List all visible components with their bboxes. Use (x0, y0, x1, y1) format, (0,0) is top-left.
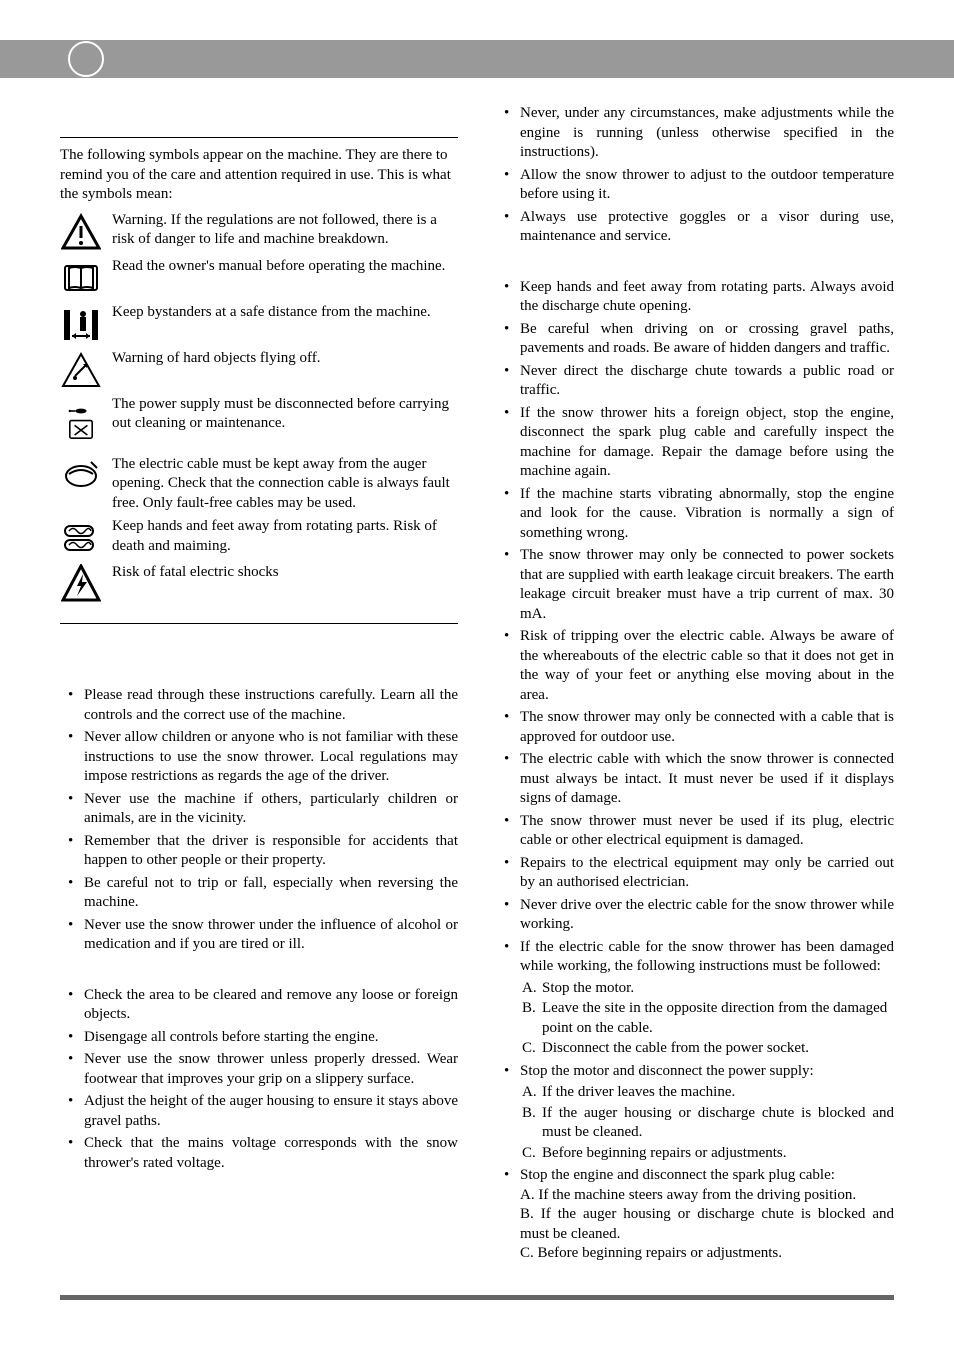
warning-triangle-icon (60, 211, 102, 253)
symbol-text: Risk of fatal electric shocks (112, 563, 458, 583)
divider (60, 623, 458, 624)
symbol-text: Read the owner's manual before operating… (112, 257, 458, 277)
sub-item: C.Disconnect the cable from the power so… (542, 1039, 894, 1059)
list-item: Be careful not to trip or fall, especial… (84, 874, 458, 913)
symbol-row: Risk of fatal electric shocks (60, 563, 458, 605)
list-item-stop-motor: Stop the motor and disconnect the power … (520, 1062, 894, 1164)
manual-book-icon (60, 257, 102, 299)
symbol-row: Keep hands and feet away from rotating p… (60, 517, 458, 559)
sub-line: A. If the machine steers away from the d… (520, 1186, 894, 1206)
bullet-list-general: Please read through these instructions c… (60, 686, 458, 955)
lead-text: Stop the motor and disconnect the power … (520, 1063, 814, 1079)
list-item: Never drive over the electric cable for … (520, 896, 894, 935)
list-item: Allow the snow thrower to adjust to the … (520, 166, 894, 205)
symbol-text: The electric cable must be kept away fro… (112, 455, 458, 514)
right-column: Never, under any circumstances, make adj… (496, 104, 894, 1267)
sub-item: A.Stop the motor. (542, 979, 894, 999)
header-circle-glyph (68, 41, 104, 77)
section-heading-placeholder (60, 104, 458, 138)
symbol-text: Warning. If the regulations are not foll… (112, 211, 458, 250)
list-item: Please read through these instructions c… (84, 686, 458, 725)
sub-item: B.Leave the site in the opposite directi… (542, 999, 894, 1038)
list-item: Adjust the height of the auger housing t… (84, 1092, 458, 1131)
lead-text: Stop the engine and disconnect the spark… (520, 1167, 835, 1183)
symbol-row: Warning of hard objects flying off. (60, 349, 458, 391)
list-item: Never allow children or anyone who is no… (84, 728, 458, 787)
symbol-text: The power supply must be disconnected be… (112, 395, 458, 434)
flying-object-icon (60, 349, 102, 391)
sub-item: B.If the auger housing or discharge chut… (542, 1104, 894, 1143)
list-item: The electric cable with which the snow t… (520, 750, 894, 809)
cable-auger-icon (60, 455, 102, 497)
bullet-list-right-a: Never, under any circumstances, make adj… (496, 104, 894, 247)
symbol-row: Read the owner's manual before operating… (60, 257, 458, 299)
list-item-stop-engine: Stop the engine and disconnect the spark… (520, 1166, 894, 1264)
header-band (0, 40, 954, 78)
sub-line: C. Before beginning repairs or adjustmen… (520, 1244, 894, 1264)
list-item: Disengage all controls before starting t… (84, 1028, 458, 1048)
symbol-row: The electric cable must be kept away fro… (60, 455, 458, 514)
bystander-distance-icon (60, 303, 102, 345)
symbol-text: Warning of hard objects flying off. (112, 349, 458, 369)
sub-item: A.If the driver leaves the machine. (542, 1083, 894, 1103)
list-item: Be careful when driving on or crossing g… (520, 320, 894, 359)
symbols-intro: The following symbols appear on the mach… (60, 146, 458, 205)
symbol-row: Keep bystanders at a safe distance from … (60, 303, 458, 345)
list-item: The snow thrower may only be connected w… (520, 708, 894, 747)
list-item: If the machine starts vibrating abnormal… (520, 485, 894, 544)
list-item: Repairs to the electrical equipment may … (520, 854, 894, 893)
lettered-sublist: A.Stop the motor. B.Leave the site in th… (520, 979, 894, 1059)
list-item: Never direct the discharge chute towards… (520, 362, 894, 401)
list-item: If the snow thrower hits a foreign objec… (520, 404, 894, 482)
list-item: Check that the mains voltage corresponds… (84, 1134, 458, 1173)
sub-item: C.Before beginning repairs or adjustment… (542, 1144, 894, 1164)
list-item: Never, under any circumstances, make adj… (520, 104, 894, 163)
bullet-list-preparations: Check the area to be cleared and remove … (60, 986, 458, 1174)
electric-shock-icon (60, 563, 102, 605)
plain-sublist: A. If the machine steers away from the d… (520, 1186, 894, 1264)
symbol-row: Warning. If the regulations are not foll… (60, 211, 458, 253)
symbol-text: Keep hands and feet away from rotating p… (112, 517, 458, 556)
list-item: Never use the snow thrower under the inf… (84, 916, 458, 955)
list-item: Remember that the driver is responsible … (84, 832, 458, 871)
symbol-text: Keep bystanders at a safe distance from … (112, 303, 458, 323)
sub-line: B. If the auger housing or discharge chu… (520, 1205, 894, 1244)
left-column: The following symbols appear on the mach… (60, 104, 458, 1267)
symbol-row: The power supply must be disconnected be… (60, 395, 458, 451)
list-item: Keep hands and feet away from rotating p… (520, 278, 894, 317)
lettered-sublist: A.If the driver leaves the machine. B.If… (520, 1083, 894, 1163)
rotating-parts-icon (60, 517, 102, 559)
list-item: The snow thrower must never be used if i… (520, 812, 894, 851)
list-item: Check the area to be cleared and remove … (84, 986, 458, 1025)
list-item: The snow thrower may only be connected t… (520, 546, 894, 624)
list-item: Never use the snow thrower unless proper… (84, 1050, 458, 1089)
footer-bar (60, 1295, 894, 1300)
lead-text: If the electric cable for the snow throw… (520, 939, 894, 975)
list-item-cable-damaged: If the electric cable for the snow throw… (520, 938, 894, 1059)
bullet-list-right-b: Keep hands and feet away from rotating p… (496, 278, 894, 1264)
list-item: Never use the machine if others, particu… (84, 790, 458, 829)
disconnect-power-icon (60, 395, 102, 451)
list-item: Always use protective goggles or a visor… (520, 208, 894, 247)
list-item: Risk of tripping over the electric cable… (520, 627, 894, 705)
